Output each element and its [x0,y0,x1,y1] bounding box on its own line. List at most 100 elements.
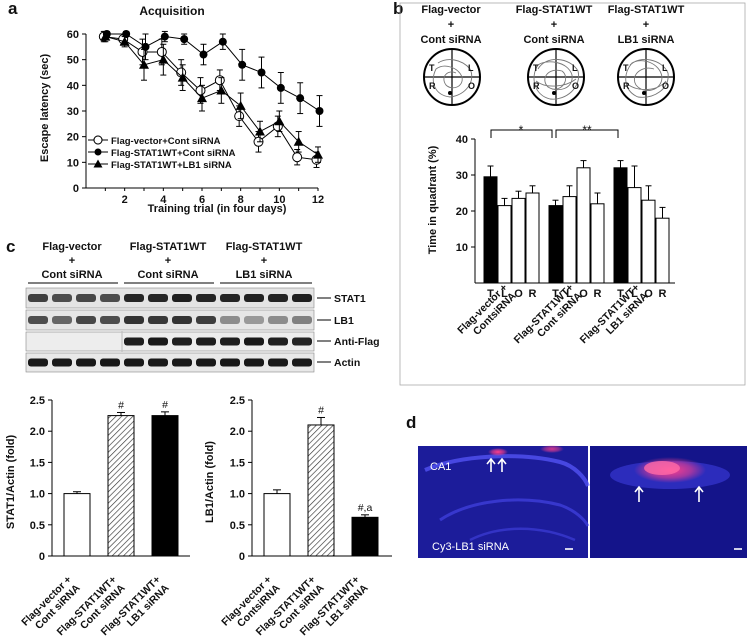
maze-letter-r: R [429,81,436,91]
y-tick-label: 1.5 [30,457,45,469]
blot-background [25,309,315,331]
fluorescence-image-right [590,446,747,558]
panel-c: c Flag-vector + Cont siRNA Flag-STAT1WT … [5,237,392,639]
panel-a-title: Acquisition [139,4,204,18]
bar [548,205,563,284]
y-tick-label: 40 [456,134,468,146]
blot-band [28,358,48,367]
y-tick-label: 0 [239,551,245,563]
blot-band [172,337,192,346]
data-point [156,46,167,57]
panel-b-label: b [393,0,403,18]
y-tick-label: 10 [67,157,79,169]
blot-band [196,294,216,302]
quadrant-label: O [644,288,653,300]
water-maze-swim-paths: T L R O T L R O T L R O [423,48,675,106]
data-point [257,68,266,77]
data-point [276,83,285,92]
y-tick-label: 0 [73,183,79,195]
header-g3-line3: LB1 siRNA [618,34,675,46]
blot-strip-1 [25,287,315,309]
panel-b: b Flag-vector + Cont siRNA Flag-STAT1WT … [393,0,746,386]
bar [562,196,577,284]
c2-xlabels: Flag-vector + ContsiRNA Flag-STAT1WT+ Co… [219,574,371,639]
data-point [119,36,130,46]
bar [576,167,591,284]
western-blot-strips [25,287,315,373]
y-tick-label: 20 [67,132,79,144]
panel-a-label: a [8,0,18,18]
c-header-g2-line3: Cont siRNA [137,269,198,281]
c-header-g1-line3: Cont siRNA [41,269,102,281]
ca1-label: CA1 [430,461,451,473]
c2-ylabel: LB1/Actin (fold) [204,441,216,523]
maze-letter-o: O [468,81,475,91]
blot-labels: STAT1 LB1 Anti-Flag Actin [317,293,380,369]
platform-marker [448,91,452,95]
blot-band [220,337,240,346]
blot-label-lb1: LB1 [334,315,354,327]
blot-band [148,294,168,302]
panel-d: d CA1 Cy3-LB1 siRNA [406,413,747,558]
panel-d-label: d [406,413,416,432]
series-line-2 [106,33,320,112]
data-point [296,94,305,103]
maze-letter-o: O [662,81,669,91]
maze-letter-l: L [572,63,578,73]
y-tick-label: 2.5 [30,395,45,407]
panel-c-group-headers: Flag-vector + Cont siRNA Flag-STAT1WT + … [28,241,312,284]
sig-mark-2: ** [582,123,592,137]
bar [483,176,498,284]
significance-mark: # [162,399,168,411]
blot-band [244,316,264,324]
ca1-cell-layer [424,454,590,487]
maze-2: T L R O [527,48,585,106]
fluorescence-image-left: CA1 Cy3-LB1 siRNA [418,445,590,558]
y-tick-label: 0.5 [30,520,45,532]
blot-band [172,316,192,324]
x-tick-label: 10 [273,194,285,206]
blot-band [28,294,48,302]
bar [107,415,135,557]
significance-mark: #,a [358,502,373,514]
panel-a-xlabel: Training trial (in four days) [148,203,287,215]
platform-marker [642,91,646,95]
platform-marker [552,91,556,95]
blot-band [244,337,264,346]
data-point [180,35,189,44]
x-tick-label: 4 [160,194,167,206]
bar [263,493,291,557]
blot-band [220,294,240,302]
data-point [238,60,247,69]
y-tick-label: 10 [456,242,468,254]
x-tick-label: 6 [199,194,205,206]
maze-letter-t: T [429,63,435,73]
blot-strip-2 [25,309,315,331]
sig-mark-1: * [519,123,524,137]
bar [511,197,526,284]
c-header-g3-line3: LB1 siRNA [236,269,293,281]
header-g2-line2: + [551,19,557,31]
maze-letter-r: R [623,81,630,91]
legend-marker-filled-triangle [93,159,103,168]
y-tick-label: 2.0 [230,426,245,438]
maze-letter-t: T [533,63,539,73]
legend-marker-filled-circle [94,148,102,156]
bar-chart-stat1-actin: 0 0.5 1.0 1.5 2.0 2.5 # # [30,395,190,563]
blot-label-stat1: STAT1 [334,293,366,305]
y-tick-label: 50 [67,55,79,67]
blot-band [244,358,264,367]
bar-chart-lb1-actin: 0 0.5 1.0 1.5 2.0 2.5 # #,a [230,395,392,563]
dentate-cell-layer [439,498,590,527]
quadrant-label: L [631,288,638,300]
header-g1-line2: + [448,19,454,31]
blot-band [172,294,192,302]
legend-label-2: Flag-STAT1WT+Cont siRNA [111,148,236,159]
blot-band [148,337,168,346]
c-header-g3-line2: + [261,255,267,267]
header-g1-line1: Flag-vector [421,4,481,16]
header-g2-line1: Flag-STAT1WT [516,4,593,16]
data-point [235,100,246,110]
blot-band [196,316,216,324]
blot-band [124,316,144,324]
